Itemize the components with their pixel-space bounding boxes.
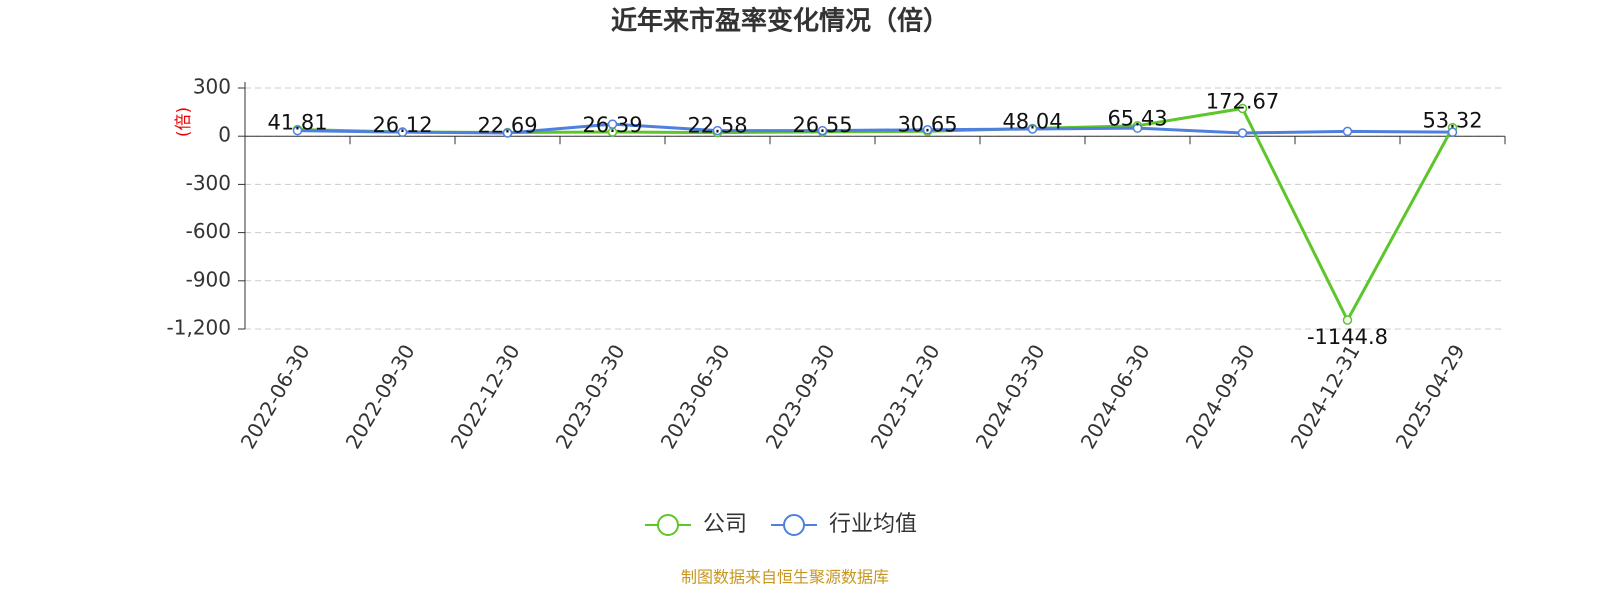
point xyxy=(1237,128,1248,138)
y-tick-label: -1,200 xyxy=(167,316,231,340)
legend-marker xyxy=(657,514,679,536)
data-label: -1144.8 xyxy=(1307,325,1388,349)
data-label: 65.43 xyxy=(1107,107,1167,131)
x-tick-label: 2022-12-30 xyxy=(446,340,525,453)
data-label: 22.58 xyxy=(687,114,747,138)
x-tick-label: 2023-03-30 xyxy=(551,340,630,453)
data-label: 30.65 xyxy=(897,112,957,136)
x-tick-label: 2022-06-30 xyxy=(236,340,315,453)
point xyxy=(712,125,723,136)
point xyxy=(1132,123,1143,133)
point xyxy=(1447,127,1458,137)
y-tick-label: -900 xyxy=(186,267,231,291)
data-label: 26.55 xyxy=(792,113,852,137)
y-tick-label: 300 xyxy=(193,75,231,99)
x-tick-label: 2023-12-30 xyxy=(866,340,945,453)
series-line xyxy=(297,122,1453,135)
y-tick-label: 0 xyxy=(218,123,231,147)
legend-marker xyxy=(783,514,806,536)
x-tick-label: 2024-12-31 xyxy=(1286,340,1365,453)
y-tick-label: -600 xyxy=(186,219,231,243)
data-label: 26.12 xyxy=(372,113,432,137)
point xyxy=(292,125,303,136)
point xyxy=(922,125,933,135)
data-label: 48.04 xyxy=(1002,109,1062,133)
point xyxy=(502,128,513,138)
source-note: 制图数据来自恒生聚源数据库 xyxy=(681,568,889,587)
x-tick-label: 2023-09-30 xyxy=(761,340,840,453)
point xyxy=(1342,126,1353,137)
legend-label: 公司 xyxy=(703,512,747,537)
data-label: 41.81 xyxy=(267,110,327,134)
y-tick-label: -300 xyxy=(186,171,231,195)
data-label: 53.32 xyxy=(1422,109,1482,133)
x-tick-label: 2025-04-29 xyxy=(1391,340,1470,453)
point xyxy=(1342,315,1353,325)
x-tick-label: 2023-06-30 xyxy=(656,340,735,453)
x-tick-label: 2024-03-30 xyxy=(971,340,1050,453)
data-label: 22.69 xyxy=(477,114,537,138)
legend-label: 行业均值 xyxy=(829,512,917,537)
data-label: 172.67 xyxy=(1206,89,1279,113)
point xyxy=(817,125,828,136)
chart-title: 近年来市盈率变化情况（倍） xyxy=(611,6,949,37)
point xyxy=(397,127,408,137)
x-tick-label: 2024-06-30 xyxy=(1076,340,1155,453)
x-tick-label: 2024-09-30 xyxy=(1181,340,1260,453)
point xyxy=(1237,103,1248,114)
point xyxy=(1027,124,1038,134)
data-label: 26.39 xyxy=(582,113,642,137)
x-tick-label: 2022-09-30 xyxy=(341,340,420,453)
point xyxy=(607,119,618,129)
y-axis-label: (倍) xyxy=(174,107,194,137)
